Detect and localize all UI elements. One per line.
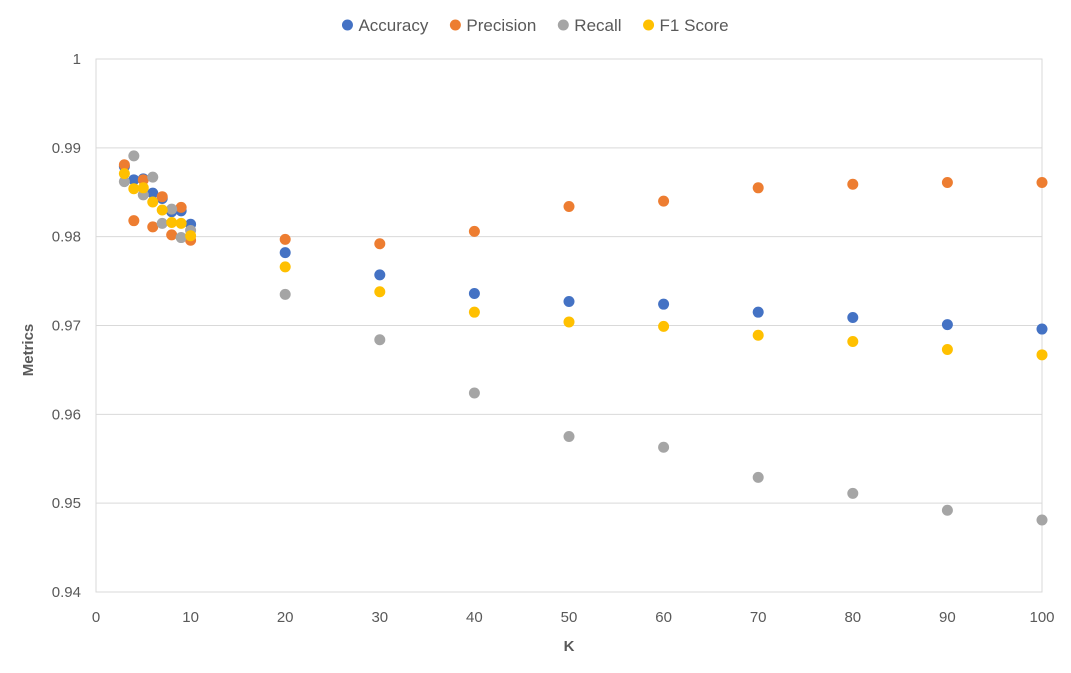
legend-marker xyxy=(341,19,353,31)
data-point xyxy=(1036,176,1048,188)
data-point xyxy=(147,171,159,183)
data-point xyxy=(563,316,575,328)
legend-marker xyxy=(557,19,569,31)
data-point xyxy=(468,288,480,300)
data-point xyxy=(1036,349,1048,361)
y-tick-label: 0.98 xyxy=(52,229,81,246)
data-point xyxy=(128,150,140,162)
data-point xyxy=(752,306,764,318)
x-tick-label: 60 xyxy=(655,609,672,626)
data-point xyxy=(175,232,187,244)
data-point xyxy=(166,229,178,241)
data-point xyxy=(468,306,480,318)
y-tick-label: 0.96 xyxy=(52,406,81,423)
data-point xyxy=(563,296,575,308)
x-tick-label: 10 xyxy=(182,609,199,626)
series-f1-score xyxy=(118,168,1048,361)
data-point xyxy=(147,196,159,208)
data-point xyxy=(118,168,130,180)
legend-label: Precision xyxy=(466,16,536,35)
y-tick-label: 0.95 xyxy=(52,495,81,512)
data-point xyxy=(279,233,291,245)
data-point xyxy=(752,471,764,483)
data-point xyxy=(166,216,178,228)
data-point xyxy=(279,247,291,259)
legend-item: Precision xyxy=(449,16,536,35)
y-axis-ticks: 0.94 0.95 0.96 0.97 0.98 0.99 1 xyxy=(52,51,81,601)
data-point xyxy=(118,159,130,171)
data-point xyxy=(118,176,130,188)
legend: Accuracy Precision Recall F1 Score xyxy=(341,16,729,35)
x-tick-label: 0 xyxy=(92,609,100,626)
legend-item: Accuracy xyxy=(341,16,429,35)
legend-label: Recall xyxy=(574,16,621,35)
legend-label: F1 Score xyxy=(660,16,729,35)
data-point xyxy=(185,230,197,242)
data-point xyxy=(941,343,953,355)
data-point xyxy=(847,178,859,190)
y-tick-label: 0.97 xyxy=(52,318,81,335)
data-point xyxy=(128,215,140,227)
x-axis-ticks: 0 10 20 30 40 50 60 70 80 90 100 xyxy=(92,609,1055,626)
x-axis-title: K xyxy=(564,638,575,655)
data-point xyxy=(279,261,291,273)
data-point xyxy=(752,329,764,341)
data-point xyxy=(1036,514,1048,526)
x-tick-label: 70 xyxy=(750,609,767,626)
data-point xyxy=(166,203,178,215)
data-point xyxy=(374,238,386,250)
data-point xyxy=(128,174,140,186)
data-point xyxy=(468,387,480,399)
y-tick-label: 1 xyxy=(73,51,81,68)
x-tick-label: 40 xyxy=(466,609,483,626)
data-series xyxy=(118,150,1048,526)
data-point xyxy=(468,225,480,237)
data-point xyxy=(147,187,159,199)
data-point xyxy=(658,441,670,453)
data-point xyxy=(374,269,386,281)
data-point xyxy=(128,183,140,195)
data-point xyxy=(279,288,291,300)
data-point xyxy=(847,335,859,347)
data-point xyxy=(374,334,386,346)
data-point xyxy=(137,182,149,194)
x-tick-label: 100 xyxy=(1029,609,1054,626)
y-tick-label: 0.99 xyxy=(52,140,81,157)
data-point xyxy=(941,319,953,331)
data-point xyxy=(156,204,168,216)
data-point xyxy=(752,182,764,194)
data-point xyxy=(847,487,859,499)
data-point xyxy=(137,174,149,186)
legend-item: F1 Score xyxy=(643,16,729,35)
data-point xyxy=(374,286,386,298)
data-point xyxy=(175,201,187,213)
data-point xyxy=(658,320,670,332)
data-point xyxy=(175,217,187,229)
legend-label: Accuracy xyxy=(358,16,428,35)
data-point xyxy=(658,298,670,310)
x-tick-label: 30 xyxy=(371,609,388,626)
y-tick-label: 0.94 xyxy=(52,584,81,601)
data-point xyxy=(563,431,575,443)
data-point xyxy=(847,312,859,324)
data-point xyxy=(658,195,670,207)
y-axis-title: Metrics xyxy=(20,324,37,377)
x-tick-label: 90 xyxy=(939,609,956,626)
legend-item: Recall xyxy=(557,16,622,35)
series-precision xyxy=(118,159,1048,250)
data-point xyxy=(147,221,159,233)
data-point xyxy=(1036,323,1048,335)
data-point xyxy=(941,176,953,188)
data-point xyxy=(156,217,168,229)
data-point xyxy=(156,191,168,203)
data-point xyxy=(941,504,953,516)
legend-marker xyxy=(643,19,655,31)
data-point xyxy=(563,200,575,212)
x-tick-label: 50 xyxy=(561,609,578,626)
x-tick-label: 80 xyxy=(844,609,861,626)
legend-marker xyxy=(449,19,461,31)
x-tick-label: 20 xyxy=(277,609,294,626)
